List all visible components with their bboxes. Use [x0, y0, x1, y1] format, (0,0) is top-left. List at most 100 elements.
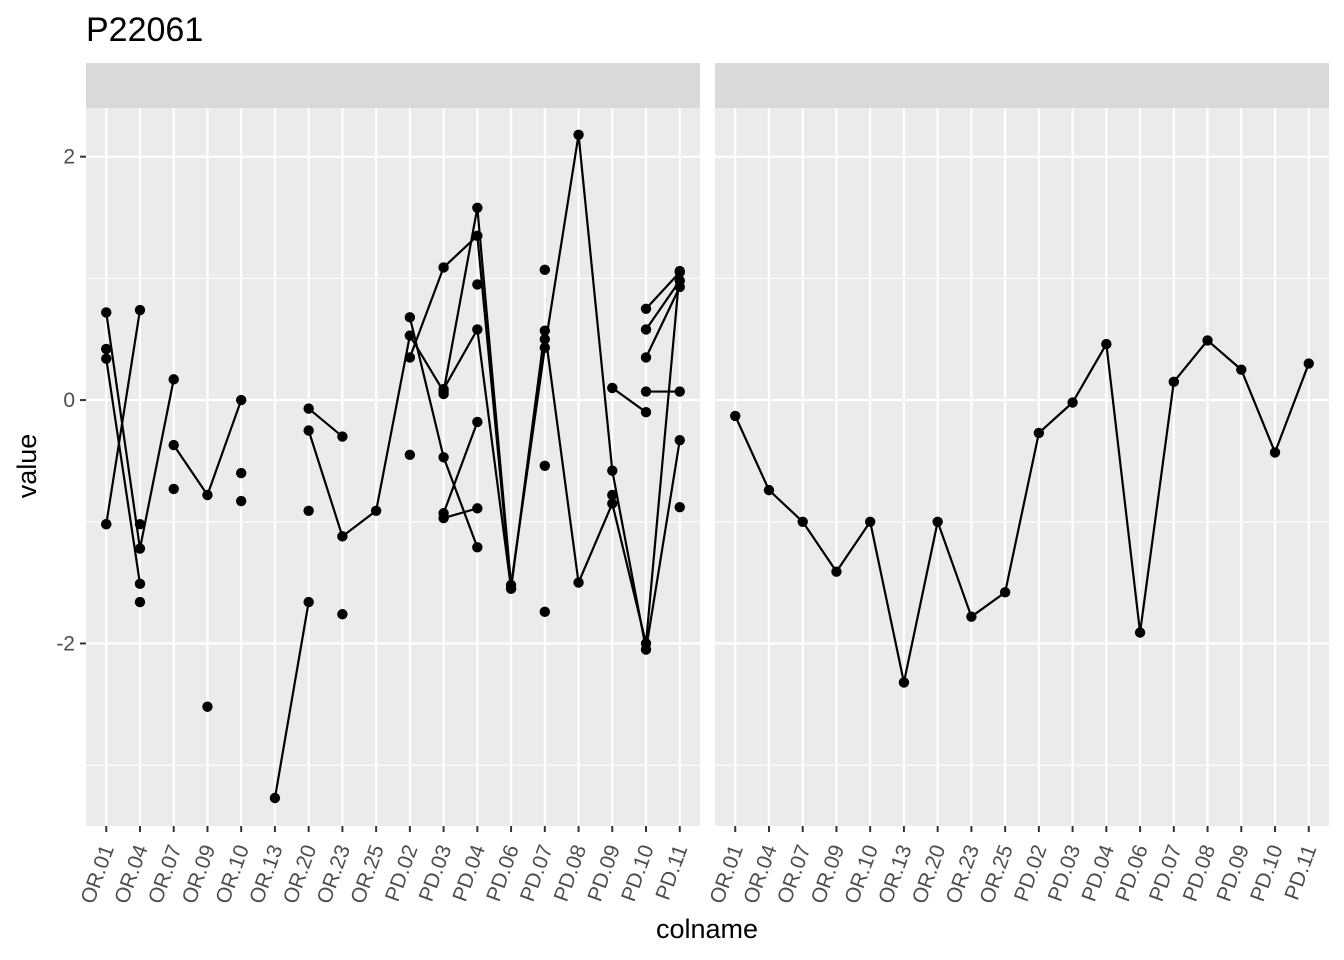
data-point: [472, 324, 483, 335]
data-point: [898, 677, 910, 688]
data-point: [607, 382, 618, 394]
data-point: [1101, 338, 1112, 350]
data-point: [674, 501, 685, 513]
series-line-segment: [835, 521, 872, 573]
series-line-segment: [442, 207, 479, 392]
data-point: [303, 425, 314, 436]
data-point: [674, 267, 685, 278]
series-line-segment: [442, 328, 479, 390]
series-line-segment: [734, 415, 770, 491]
y-axis-title: value: [12, 434, 42, 499]
series-line-segment: [1206, 339, 1243, 371]
data-point: [472, 503, 483, 514]
data-point: [640, 407, 652, 418]
data-point: [539, 264, 551, 276]
data-point: [438, 388, 449, 400]
series-line-segment: [611, 503, 648, 644]
data-point: [235, 495, 247, 507]
data-point: [337, 531, 348, 542]
data-point: [438, 452, 449, 463]
data-point: [101, 343, 112, 355]
data-point: [134, 596, 146, 608]
series-line-segment: [307, 430, 344, 537]
series-line-segment: [970, 591, 1006, 618]
panel-peptideNorm: OR.01OR.04OR.07OR.09OR.10OR.13OR.20OR.23…: [56, 63, 700, 907]
series-line-segment: [273, 601, 310, 799]
y-tick-label: 2: [63, 146, 75, 169]
data-point: [101, 353, 112, 364]
series-line-segment: [172, 444, 209, 496]
data-point: [1134, 627, 1146, 638]
series-line-segment: [611, 387, 647, 414]
data-point: [607, 465, 618, 476]
data-point: [640, 324, 652, 335]
series-line-segment: [206, 399, 243, 496]
chart-title: P22061: [86, 11, 203, 49]
data-point: [730, 410, 741, 422]
data-point: [472, 279, 483, 290]
data-point: [674, 281, 685, 293]
data-point: [932, 516, 943, 527]
data-point: [864, 516, 876, 527]
series-line-segment: [577, 134, 614, 471]
series-line-segment: [443, 507, 478, 520]
series-line-segment: [442, 234, 479, 269]
data-point: [539, 342, 551, 353]
series-line-segment: [138, 379, 175, 549]
data-point: [404, 330, 416, 341]
data-point: [472, 416, 483, 428]
data-point: [539, 325, 551, 336]
data-point: [134, 543, 146, 554]
panel-protein: OR.01OR.04OR.07OR.09OR.10OR.13OR.20OR.23…: [706, 63, 1329, 907]
data-point: [168, 374, 179, 385]
data-point: [404, 449, 416, 461]
series-line-segment: [801, 521, 838, 573]
data-point: [640, 352, 652, 363]
data-point: [202, 489, 213, 501]
panel-strip-bg: [86, 63, 700, 108]
series-line-segment: [936, 521, 973, 618]
data-point: [404, 352, 416, 363]
data-point: [269, 792, 281, 804]
data-point: [1033, 427, 1045, 439]
data-point: [539, 460, 551, 471]
series-line-segment: [1071, 343, 1108, 404]
series-line-segment: [577, 503, 614, 584]
series-line-segment: [1172, 339, 1209, 383]
series-line-segment: [902, 521, 939, 683]
series-line-segment: [869, 521, 905, 683]
series-line-segment: [645, 286, 681, 358]
data-point: [303, 505, 314, 517]
series-line-segment: [408, 317, 445, 458]
data-point: [337, 431, 348, 442]
series-line-segment: [645, 271, 681, 310]
data-point: [1236, 364, 1247, 375]
data-point: [539, 334, 551, 345]
series-line-segment: [543, 330, 580, 583]
series-line-segment: [341, 509, 377, 538]
data-point: [101, 307, 112, 318]
data-point: [1168, 376, 1180, 388]
data-point: [674, 386, 685, 397]
series-line-segment: [442, 421, 479, 514]
data-point: [472, 202, 483, 213]
series-line-segment: [307, 407, 344, 438]
series-line-segment: [645, 280, 681, 331]
data-point: [235, 394, 247, 406]
y-tick-label: 0: [63, 389, 75, 412]
data-point: [337, 609, 348, 620]
data-point: [607, 498, 618, 509]
plot-background: [86, 108, 700, 826]
series-line-segment: [476, 329, 513, 589]
data-point: [1303, 358, 1314, 369]
data-point: [831, 566, 842, 577]
data-point: [370, 505, 382, 517]
series-line-segment: [105, 358, 142, 584]
data-point: [573, 129, 584, 140]
x-axis-title: colname: [656, 914, 758, 944]
series-line-segment: [442, 456, 479, 548]
data-point: [168, 439, 179, 451]
data-point: [438, 512, 449, 524]
series-line-segment: [476, 235, 513, 589]
panel-strip-bg: [715, 63, 1329, 108]
